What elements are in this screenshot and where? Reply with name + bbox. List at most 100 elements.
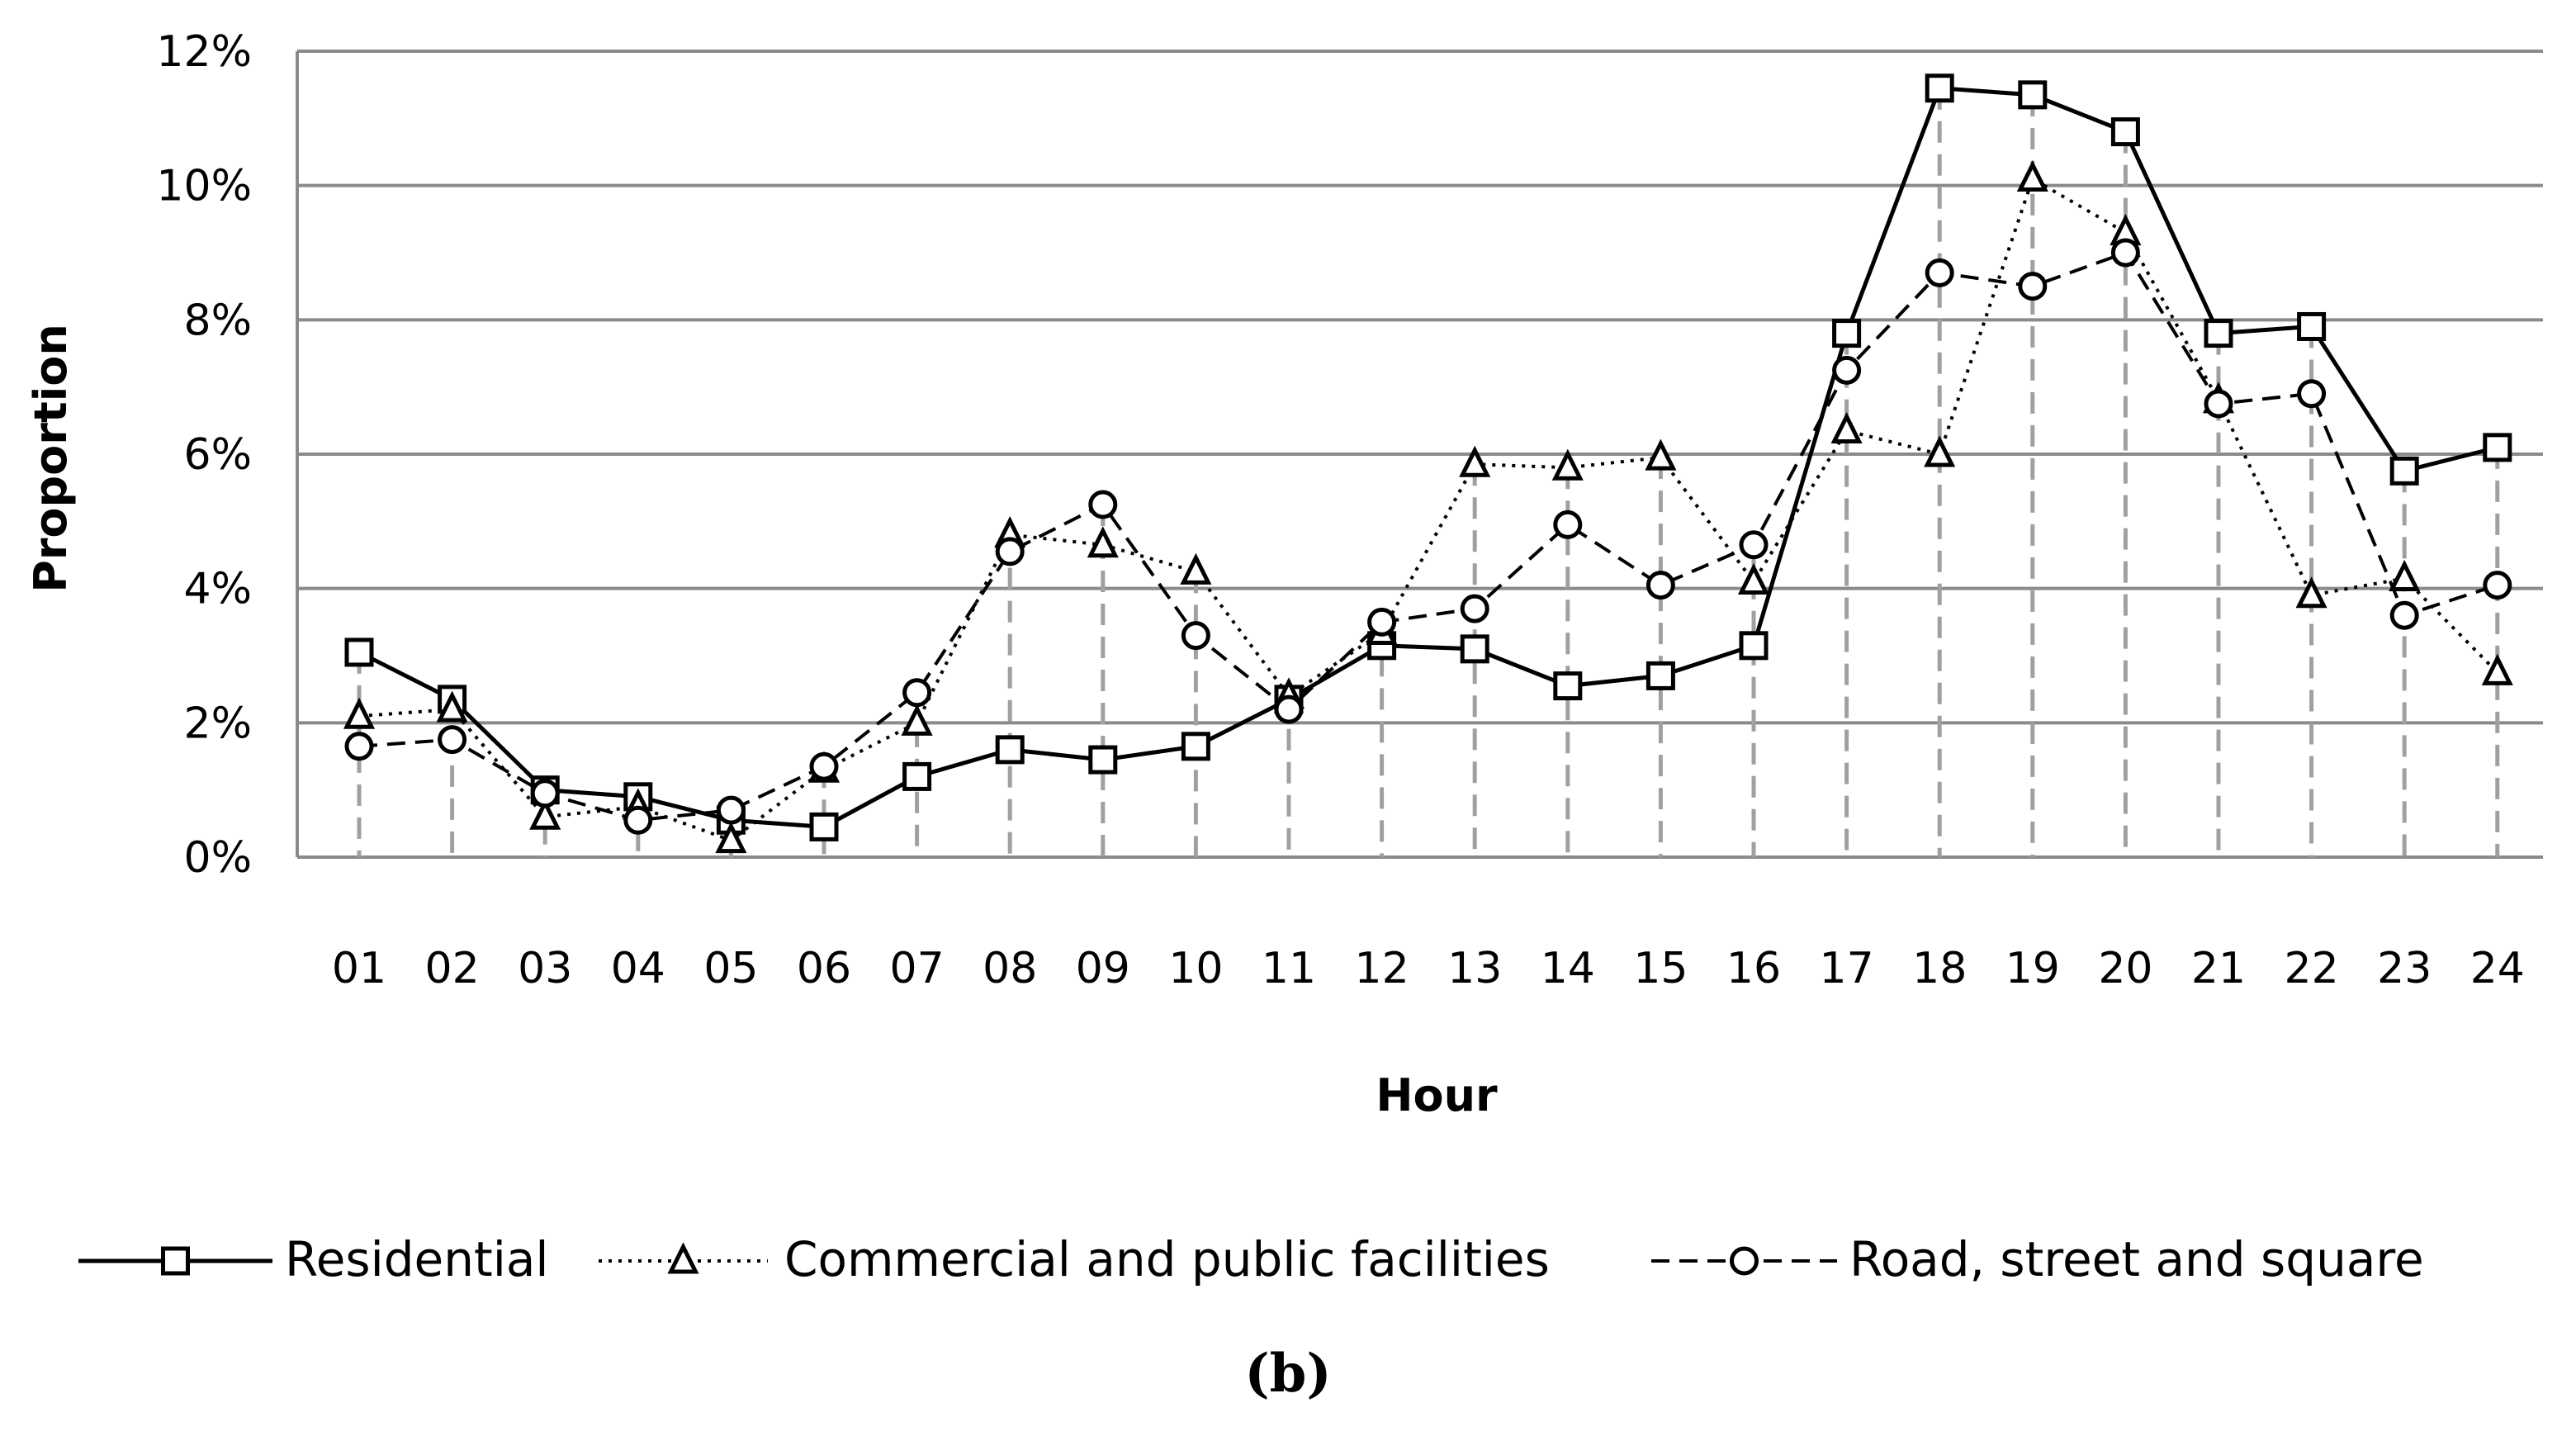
legend: Residential Commercial and public facilit… bbox=[78, 1231, 2424, 1287]
x-tick-label: 23 bbox=[2377, 944, 2432, 993]
data-point-circle bbox=[2110, 238, 2140, 268]
data-point-square bbox=[995, 735, 1025, 765]
data-point-square bbox=[344, 637, 374, 667]
data-point-triangle bbox=[2481, 653, 2513, 685]
series-line-square bbox=[358, 86, 2498, 829]
data-point-circle bbox=[1274, 694, 1304, 724]
legend-label: Road, street and square bbox=[1849, 1231, 2424, 1287]
data-point-circle bbox=[2389, 600, 2419, 630]
data-point-circle bbox=[1925, 258, 1954, 287]
y-axis-ticks: 0% 2% 4% 6% 8% 10% 12% bbox=[156, 27, 252, 883]
series-markers bbox=[343, 73, 2513, 854]
data-point-square bbox=[2483, 433, 2512, 462]
legend-label: Commercial and public facilities bbox=[784, 1231, 1550, 1287]
data-point-circle bbox=[716, 795, 746, 825]
data-point-square bbox=[1088, 745, 1118, 775]
data-point-circle bbox=[1739, 530, 1769, 560]
data-point-triangle bbox=[2016, 159, 2048, 192]
x-tick-label: 15 bbox=[1633, 944, 1688, 993]
data-point-square bbox=[1832, 319, 1862, 348]
data-point-circle bbox=[902, 678, 932, 708]
x-tick-label: 19 bbox=[2005, 944, 2060, 993]
legend-marker-circle bbox=[1730, 1246, 1759, 1276]
x-tick-label: 20 bbox=[2098, 944, 2152, 993]
data-point-square bbox=[2389, 456, 2419, 486]
x-tick-label: 03 bbox=[518, 944, 572, 993]
data-point-square bbox=[2204, 319, 2233, 348]
data-point-triangle bbox=[1459, 445, 1491, 477]
data-point-circle bbox=[809, 751, 839, 781]
x-tick-label: 08 bbox=[983, 944, 1037, 993]
x-tick-label: 12 bbox=[1355, 944, 1409, 993]
data-point-triangle bbox=[2389, 559, 2421, 591]
x-tick-label: 07 bbox=[890, 944, 945, 993]
data-point-circle bbox=[1181, 621, 1210, 651]
data-point-triangle bbox=[2295, 576, 2327, 609]
data-point-triangle bbox=[343, 697, 376, 729]
data-point-triangle bbox=[901, 704, 933, 736]
grid bbox=[296, 50, 2543, 859]
x-tick-label: 24 bbox=[2470, 944, 2525, 993]
data-point-triangle bbox=[436, 690, 468, 723]
data-point-circle bbox=[2018, 272, 2048, 301]
y-tick-label: 2% bbox=[184, 699, 253, 748]
data-point-square bbox=[1739, 631, 1769, 661]
x-tick-label: 16 bbox=[1726, 944, 1781, 993]
legend-label: Residential bbox=[285, 1231, 548, 1287]
data-point-triangle bbox=[715, 822, 747, 854]
data-point-square bbox=[2018, 80, 2048, 110]
y-tick-label: 4% bbox=[184, 565, 253, 614]
data-point-triangle bbox=[1830, 411, 1863, 444]
x-tick-label: 02 bbox=[425, 944, 480, 993]
data-point-triangle bbox=[1551, 448, 1584, 481]
data-point-triangle bbox=[1924, 435, 1956, 467]
x-tick-label: 05 bbox=[703, 944, 758, 993]
y-axis-title: Proportion bbox=[25, 324, 77, 593]
data-point-triangle bbox=[1180, 552, 1212, 585]
data-point-square bbox=[1925, 73, 1954, 103]
data-point-square bbox=[902, 761, 932, 791]
data-point-circle bbox=[2204, 389, 2233, 419]
series-line-circle bbox=[358, 251, 2498, 822]
x-tick-label: 17 bbox=[1820, 944, 1874, 993]
data-point-triangle bbox=[1087, 526, 1119, 558]
x-axis-ticks: 01 02 03 04 05 06 07 08 09 10 11 12 13 14 15 16 17 18 19 20… bbox=[332, 944, 2525, 993]
data-point-square bbox=[2297, 311, 2327, 341]
x-tick-label: 21 bbox=[2191, 944, 2246, 993]
data-point-square bbox=[1460, 634, 1489, 664]
data-point-circle bbox=[1646, 571, 1675, 600]
data-point-square bbox=[1646, 661, 1675, 690]
data-point-triangle bbox=[1645, 438, 1677, 471]
drop-lines bbox=[357, 88, 2500, 857]
x-tick-label: 13 bbox=[1447, 944, 1502, 993]
x-tick-label: 10 bbox=[1168, 944, 1223, 993]
x-tick-label: 18 bbox=[1912, 944, 1967, 993]
data-point-square bbox=[2110, 117, 2140, 147]
data-point-triangle bbox=[529, 798, 561, 830]
data-point-circle bbox=[1553, 509, 1583, 539]
legend-marker-triangle bbox=[667, 1242, 699, 1274]
data-point-circle bbox=[1460, 594, 1489, 623]
x-axis-title: Hour bbox=[1376, 1069, 1498, 1121]
data-point-square bbox=[809, 812, 839, 841]
data-point-circle bbox=[438, 725, 467, 755]
data-point-circle bbox=[2483, 571, 2512, 600]
x-tick-label: 14 bbox=[1541, 944, 1595, 993]
series-line-triangle bbox=[358, 177, 2499, 842]
y-tick-label: 12% bbox=[156, 27, 252, 77]
series-lines bbox=[358, 86, 2499, 842]
data-point-square bbox=[1553, 671, 1583, 701]
x-tick-label: 06 bbox=[797, 944, 851, 993]
y-tick-label: 10% bbox=[156, 162, 252, 211]
data-point-circle bbox=[995, 537, 1025, 566]
data-point-circle bbox=[344, 732, 374, 761]
data-point-triangle bbox=[1737, 562, 1770, 595]
x-tick-label: 09 bbox=[1076, 944, 1130, 993]
y-tick-label: 8% bbox=[184, 296, 253, 345]
data-point-circle bbox=[530, 779, 560, 808]
data-point-square bbox=[1181, 732, 1210, 761]
x-tick-label: 01 bbox=[332, 944, 386, 993]
y-tick-label: 6% bbox=[184, 430, 253, 480]
panel-label: (b) bbox=[1244, 1343, 1331, 1405]
